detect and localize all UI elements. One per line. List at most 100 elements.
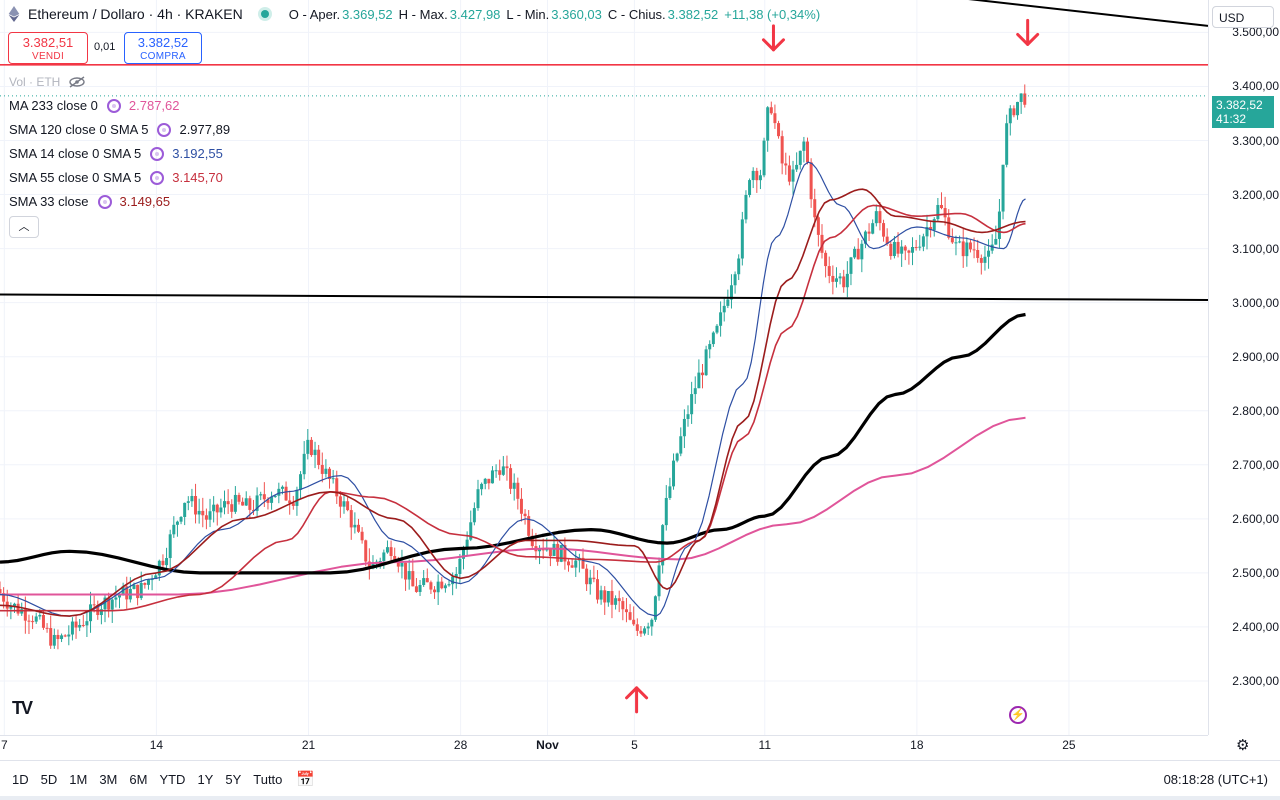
candle-body — [845, 273, 849, 288]
candle-body — [364, 540, 368, 562]
indicator-refresh-icon[interactable] — [150, 170, 165, 185]
tradingview-logo[interactable]: TV — [12, 698, 33, 718]
candle-body — [882, 223, 886, 237]
timeframe-button[interactable]: 5D — [40, 771, 58, 787]
candle-body — [324, 468, 328, 474]
candle-body — [1019, 93, 1023, 102]
change-value: +11,38 (+0,34%) — [724, 6, 821, 22]
candle-body — [925, 226, 929, 237]
candle-body — [505, 466, 509, 469]
candle-body — [961, 241, 965, 257]
price-chart[interactable] — [0, 0, 1208, 735]
candle-body — [762, 140, 766, 176]
candle-body — [552, 543, 556, 557]
candle-body — [212, 504, 216, 512]
trendline — [0, 293, 1208, 301]
candle-body — [885, 236, 889, 244]
candle-body — [204, 515, 208, 520]
collapse-legend-button[interactable]: ︿ — [9, 216, 39, 238]
indicator-row[interactable]: MA 233 close 0 2.787,62 — [9, 98, 180, 113]
currency-selector[interactable]: USD — [1212, 6, 1274, 28]
candle-body — [787, 165, 791, 182]
candle-body — [34, 616, 38, 622]
candle-body — [299, 474, 303, 490]
candle-body — [49, 628, 53, 646]
candle-body — [715, 325, 719, 333]
timeframe-button[interactable]: 1M — [69, 771, 88, 787]
bar-countdown: 41:32 — [1216, 112, 1247, 126]
timeframe-button[interactable]: 5Y — [225, 771, 242, 787]
indicator-refresh-icon[interactable] — [106, 98, 121, 113]
candle-body — [574, 560, 578, 568]
volume-legend[interactable]: Vol · ETH — [9, 75, 86, 89]
indicator-refresh-icon[interactable] — [150, 146, 165, 161]
sell-button[interactable]: 3.382,51 VENDI — [8, 32, 88, 64]
date-range-icon[interactable]: 📅 — [296, 771, 316, 788]
candle-body — [443, 585, 447, 589]
candle-body — [548, 549, 552, 557]
candle-body — [777, 123, 781, 137]
candle-body — [454, 573, 458, 577]
timeframe-button[interactable]: Tutto — [253, 771, 283, 787]
eye-hidden-icon[interactable] — [68, 76, 86, 88]
candle-body — [233, 494, 237, 512]
candle-body — [860, 243, 864, 260]
settings-icon[interactable]: ⚙ — [1236, 737, 1250, 754]
candle-body — [585, 568, 589, 585]
candle-body — [950, 237, 954, 243]
candle-body — [896, 241, 900, 254]
candle-body — [295, 489, 299, 506]
indicator-refresh-icon[interactable] — [97, 194, 112, 209]
candle-body — [1001, 164, 1005, 212]
timeframe-button[interactable]: 1Y — [197, 771, 214, 787]
candle-body — [244, 498, 248, 506]
indicator-row[interactable]: SMA 120 close 0 SMA 5 2.977,89 — [9, 122, 230, 137]
candle-body — [161, 560, 165, 566]
candle-body — [259, 494, 263, 496]
indicator-row[interactable]: SMA 55 close 0 SMA 5 3.145,70 — [9, 170, 223, 185]
x-tick-label: Nov — [536, 738, 559, 752]
candle-body — [288, 500, 292, 504]
candle-body — [255, 495, 259, 511]
candle-body — [972, 249, 976, 251]
buy-button[interactable]: 3.382,52 COMPRA — [124, 32, 202, 64]
candle-body — [726, 299, 730, 306]
candle-body — [588, 577, 592, 585]
indicator-row[interactable]: SMA 14 close 0 SMA 5 3.192,55 — [9, 146, 223, 161]
volume-label: Vol · ETH — [9, 75, 61, 89]
ma-series-line — [0, 188, 1026, 617]
indicator-refresh-icon[interactable] — [157, 122, 172, 137]
candle-body — [60, 635, 64, 640]
candle-body — [349, 510, 353, 528]
time-axis[interactable]: 7 14 21 28 Nov 5 11 18 25 — [0, 735, 1208, 758]
candle-body — [306, 439, 310, 454]
candle-body — [114, 597, 118, 600]
clock[interactable]: 08:18:28 (UTC+1) — [1163, 771, 1268, 787]
candle-body — [89, 604, 93, 622]
timeframe-button[interactable]: 1D — [12, 771, 29, 787]
candle-body — [476, 489, 480, 509]
candle-body — [385, 547, 389, 553]
symbol-title[interactable]: Ethereum / Dollaro · 4h · KRAKEN — [28, 6, 243, 22]
y-tick-label: 3.200,00 — [1232, 187, 1279, 202]
candle-body — [690, 394, 694, 415]
timeframe-button[interactable]: 6M — [129, 771, 148, 787]
candle-body — [277, 488, 281, 496]
candle-body — [838, 276, 842, 279]
candle-body — [175, 521, 179, 525]
candle-body — [360, 531, 364, 541]
candle-body — [556, 543, 560, 562]
bottom-strip — [0, 796, 1280, 800]
indicator-row[interactable]: SMA 33 close 3.149,65 — [9, 194, 170, 209]
bottom-toolbar: 1D 5D 1M 3M 6M YTD 1Y 5Y Tutto 📅 08:18:28 (UTC+1… — [0, 760, 1280, 797]
candle-body — [516, 482, 520, 499]
y-tick-label: 3.000,00 — [1232, 295, 1279, 310]
candle-body — [657, 565, 661, 597]
candle-body — [679, 436, 683, 454]
timeframe-button[interactable]: YTD — [159, 771, 186, 787]
candle-body — [509, 468, 513, 489]
candle-body — [237, 494, 241, 502]
candle-body — [755, 170, 759, 181]
flash-icon[interactable]: ⚡ — [1009, 706, 1027, 724]
timeframe-button[interactable]: 3M — [99, 771, 118, 787]
